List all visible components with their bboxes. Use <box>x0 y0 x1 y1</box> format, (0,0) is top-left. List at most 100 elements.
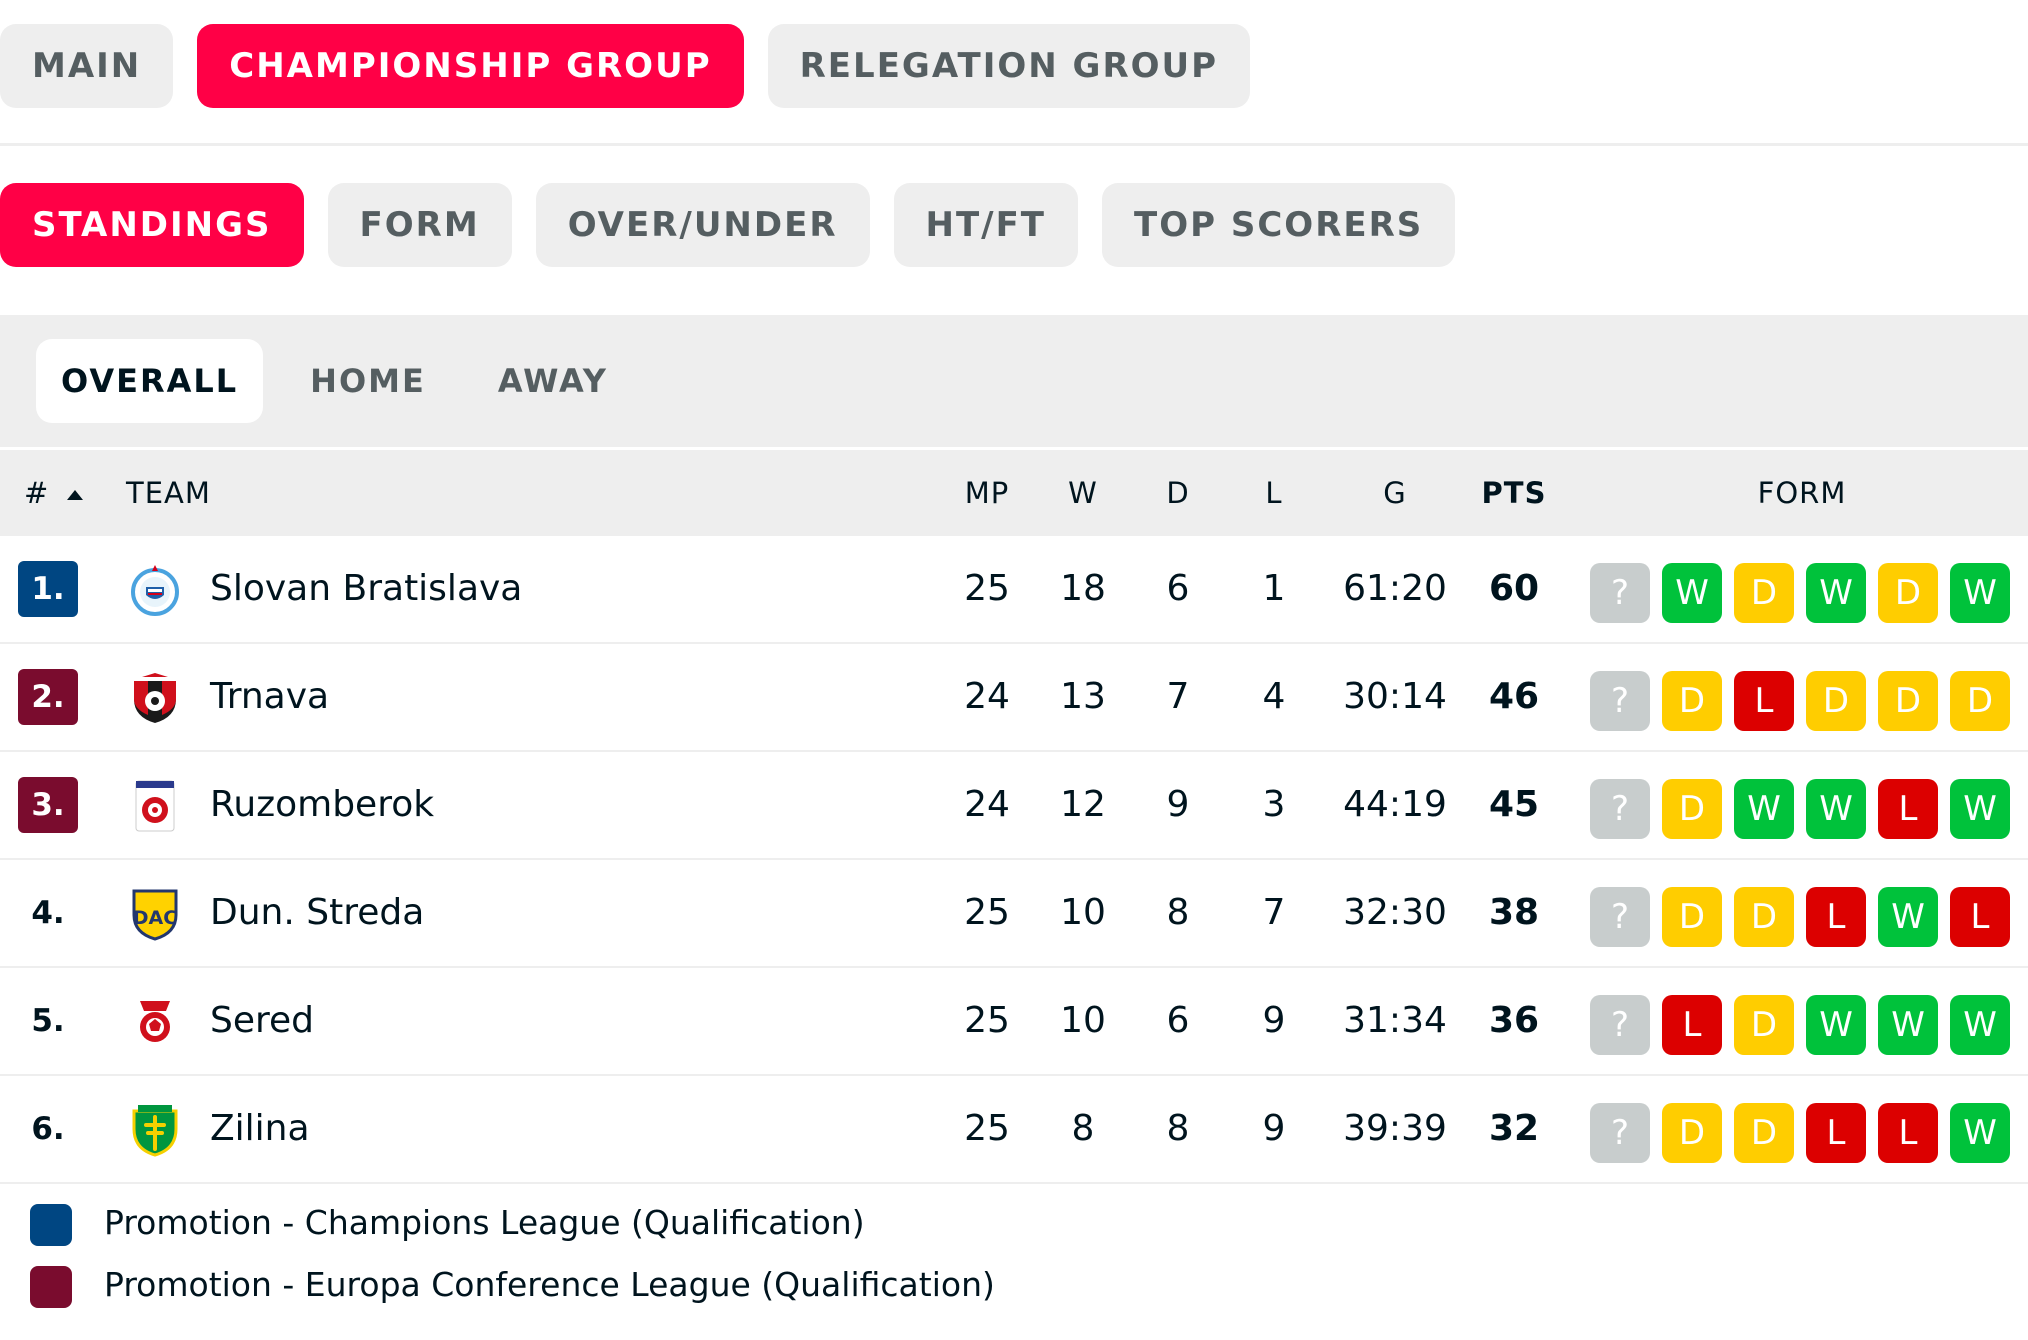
svg-text:DAC: DAC <box>133 907 177 929</box>
form-badge-draw[interactable]: D <box>1662 779 1722 839</box>
form-badge-unknown[interactable]: ? <box>1590 779 1650 839</box>
form-badge-win[interactable]: W <box>1806 563 1866 623</box>
sered-crest <box>140 1001 170 1042</box>
caret-up-icon <box>66 490 83 500</box>
l-header[interactable]: L <box>1265 476 1283 510</box>
mp-value: 25 <box>964 1000 1010 1041</box>
form-badge-win[interactable]: W <box>1806 779 1866 839</box>
g-value: 32:30 <box>1343 892 1447 933</box>
tab-away[interactable]: AWAY <box>497 362 608 400</box>
form-badge-draw[interactable]: D <box>1950 671 2010 731</box>
g-value: 39:39 <box>1343 1108 1447 1149</box>
tab-standings[interactable]: STANDINGS <box>0 183 304 267</box>
form-badge-draw[interactable]: D <box>1878 671 1938 731</box>
table-row[interactable]: 3. Ruzomberok 24 12 9 3 44:19 45? D W W L W <box>0 752 2028 860</box>
form-badge-win[interactable]: W <box>1734 779 1794 839</box>
pts-header[interactable]: PTS <box>1481 476 1547 510</box>
form-badge-win[interactable]: W <box>1662 563 1722 623</box>
w-value: 10 <box>1060 1000 1106 1041</box>
form-strip: ? D L D D D <box>1590 671 2022 731</box>
d-value: 6 <box>1166 568 1190 609</box>
form-badge-win[interactable]: W <box>1950 563 2010 623</box>
tab-relegation-group[interactable]: RELEGATION GROUP <box>767 24 1251 108</box>
form-badge-win[interactable]: W <box>1950 779 2010 839</box>
form-badge-draw[interactable]: D <box>1734 887 1794 947</box>
mp-value: 25 <box>964 568 1010 609</box>
g-header[interactable]: G <box>1383 476 1407 510</box>
d-header[interactable]: D <box>1166 476 1190 510</box>
table-row[interactable]: 6. Zilina 25 8 8 9 39:39 32? D D L L W <box>0 1076 2028 1184</box>
tab-main[interactable]: MAIN <box>0 24 174 108</box>
rank-badge: 5. <box>31 1003 65 1039</box>
table-row[interactable]: 5. Sered 25 10 6 9 31:34 36? L D W W W <box>0 968 2028 1076</box>
tab-over-under[interactable]: OVER/UNDER <box>535 183 870 267</box>
form-badge-unknown[interactable]: ? <box>1590 995 1650 1055</box>
table-row[interactable]: 2. Trnava 24 13 7 4 30:14 46? D L D D D <box>0 644 2028 752</box>
form-badge-loss[interactable]: L <box>1734 671 1794 731</box>
form-badge-unknown[interactable]: ? <box>1590 671 1650 731</box>
form-badge-loss[interactable]: L <box>1878 1103 1938 1163</box>
form-badge-win[interactable]: W <box>1806 995 1866 1055</box>
form-badge-loss[interactable]: L <box>1806 1103 1866 1163</box>
rank-badge: 2. <box>18 669 78 725</box>
g-value: 61:20 <box>1343 568 1447 609</box>
l-value: 3 <box>1262 784 1286 825</box>
d-value: 9 <box>1166 784 1190 825</box>
form-badge-loss[interactable]: L <box>1806 887 1866 947</box>
l-value: 7 <box>1262 892 1286 933</box>
mp-value: 24 <box>964 676 1010 717</box>
g-value: 31:34 <box>1343 1000 1447 1041</box>
d-value: 8 <box>1166 1108 1190 1149</box>
pts-value: 32 <box>1488 1108 1540 1149</box>
rank-badge: 4. <box>31 895 65 931</box>
divider <box>0 143 2028 146</box>
form-badge-unknown[interactable]: ? <box>1590 887 1650 947</box>
tab-overall[interactable]: OVERALL <box>36 339 264 423</box>
tab-form[interactable]: FORM <box>327 183 512 267</box>
pts-value: 45 <box>1488 784 1540 825</box>
form-badge-loss[interactable]: L <box>1878 779 1938 839</box>
form-badge-win[interactable]: W <box>1878 995 1938 1055</box>
tab-home[interactable]: HOME <box>310 362 426 400</box>
form-badge-draw[interactable]: D <box>1734 995 1794 1055</box>
legend-swatch <box>30 1266 72 1308</box>
rank-sort-header[interactable]: # <box>24 450 84 536</box>
form-badge-win[interactable]: W <box>1950 1103 2010 1163</box>
form-badge-win[interactable]: W <box>1878 887 1938 947</box>
team-name[interactable]: Ruzomberok <box>210 784 435 825</box>
g-value: 30:14 <box>1343 676 1447 717</box>
team-name[interactable]: Zilina <box>210 1108 310 1149</box>
form-badge-draw[interactable]: D <box>1734 1103 1794 1163</box>
form-badge-draw[interactable]: D <box>1662 1103 1722 1163</box>
form-badge-unknown[interactable]: ? <box>1590 1103 1650 1163</box>
form-badge-draw[interactable]: D <box>1878 563 1938 623</box>
team-name[interactable]: Slovan Bratislava <box>210 568 523 609</box>
dunajska-streda-crest: DAC <box>132 889 178 941</box>
team-name[interactable]: Dun. Streda <box>210 892 425 933</box>
form-badge-draw[interactable]: D <box>1662 887 1722 947</box>
mp-header[interactable]: MP <box>964 476 1010 510</box>
form-strip: ? D D L L W <box>1590 1103 2022 1163</box>
tab-ht-ft[interactable]: HT/FT <box>893 183 1078 267</box>
form-badge-loss[interactable]: L <box>1950 887 2010 947</box>
table-row[interactable]: 1. Slovan Bratislava 25 18 6 1 61:20 60? W D W D W <box>0 536 2028 644</box>
form-badge-loss[interactable]: L <box>1662 995 1722 1055</box>
trnava-crest <box>134 673 176 723</box>
rank-badge: 3. <box>18 777 78 833</box>
form-badge-draw[interactable]: D <box>1734 563 1794 623</box>
tab-top-scorers[interactable]: TOP SCORERS <box>1102 183 1456 267</box>
view-tabs: STANDINGS FORM OVER/UNDER HT/FT TOP SCOR… <box>0 183 1479 267</box>
form-badge-win[interactable]: W <box>1950 995 2010 1055</box>
form-badge-unknown[interactable]: ? <box>1590 563 1650 623</box>
form-badge-draw[interactable]: D <box>1662 671 1722 731</box>
team-name[interactable]: Sered <box>210 1000 315 1041</box>
zilina-crest <box>132 1105 178 1157</box>
rank-badge: 6. <box>31 1111 65 1147</box>
l-value: 9 <box>1262 1108 1286 1149</box>
tab-championship-group[interactable]: CHAMPIONSHIP GROUP <box>197 24 744 108</box>
team-name[interactable]: Trnava <box>210 676 330 717</box>
w-header[interactable]: W <box>1068 476 1098 510</box>
form-badge-draw[interactable]: D <box>1806 671 1866 731</box>
table-row[interactable]: 4. DAC Dun. Streda 25 10 8 7 32:30 38? D D L W L <box>0 860 2028 968</box>
w-value: 8 <box>1071 1108 1095 1149</box>
